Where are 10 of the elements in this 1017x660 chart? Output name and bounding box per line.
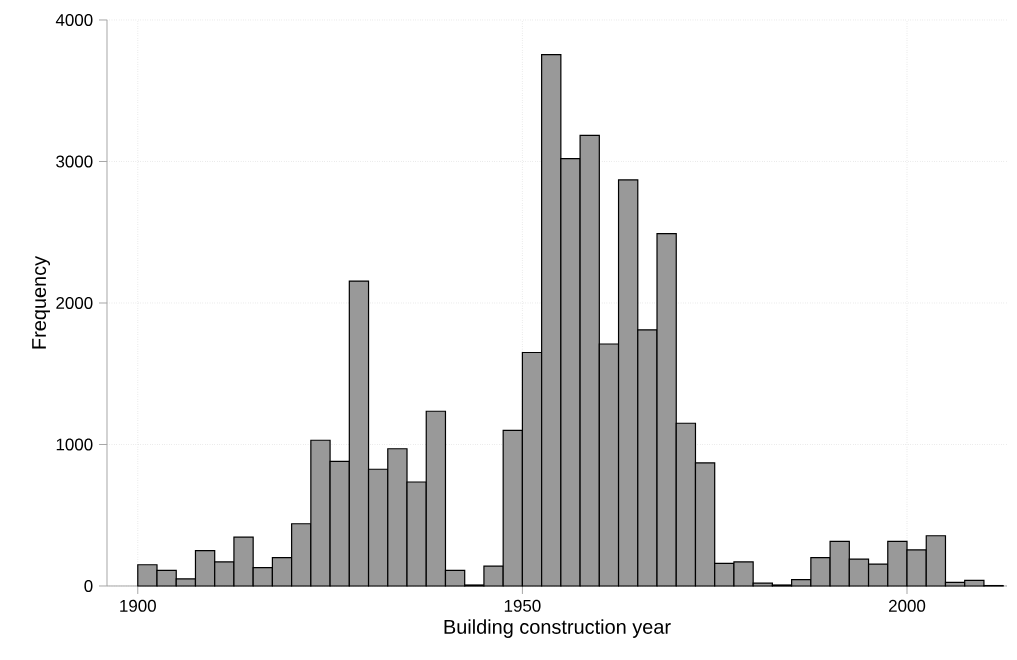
x-axis-title: Building construction year	[444, 619, 671, 638]
x-tick-label: 1950	[504, 599, 541, 612]
y-axis-title: Frequency	[32, 255, 50, 349]
x-tick-label: 1900	[120, 599, 156, 612]
y-tick-label: 4000	[55, 13, 93, 26]
y-tick-label: 2000	[56, 296, 93, 309]
x-tick-label: 2000	[889, 599, 926, 612]
y-tick-label: 1000	[56, 438, 93, 451]
y-tick-label: 3000	[56, 155, 93, 168]
y-tick-label: 0	[84, 579, 93, 592]
